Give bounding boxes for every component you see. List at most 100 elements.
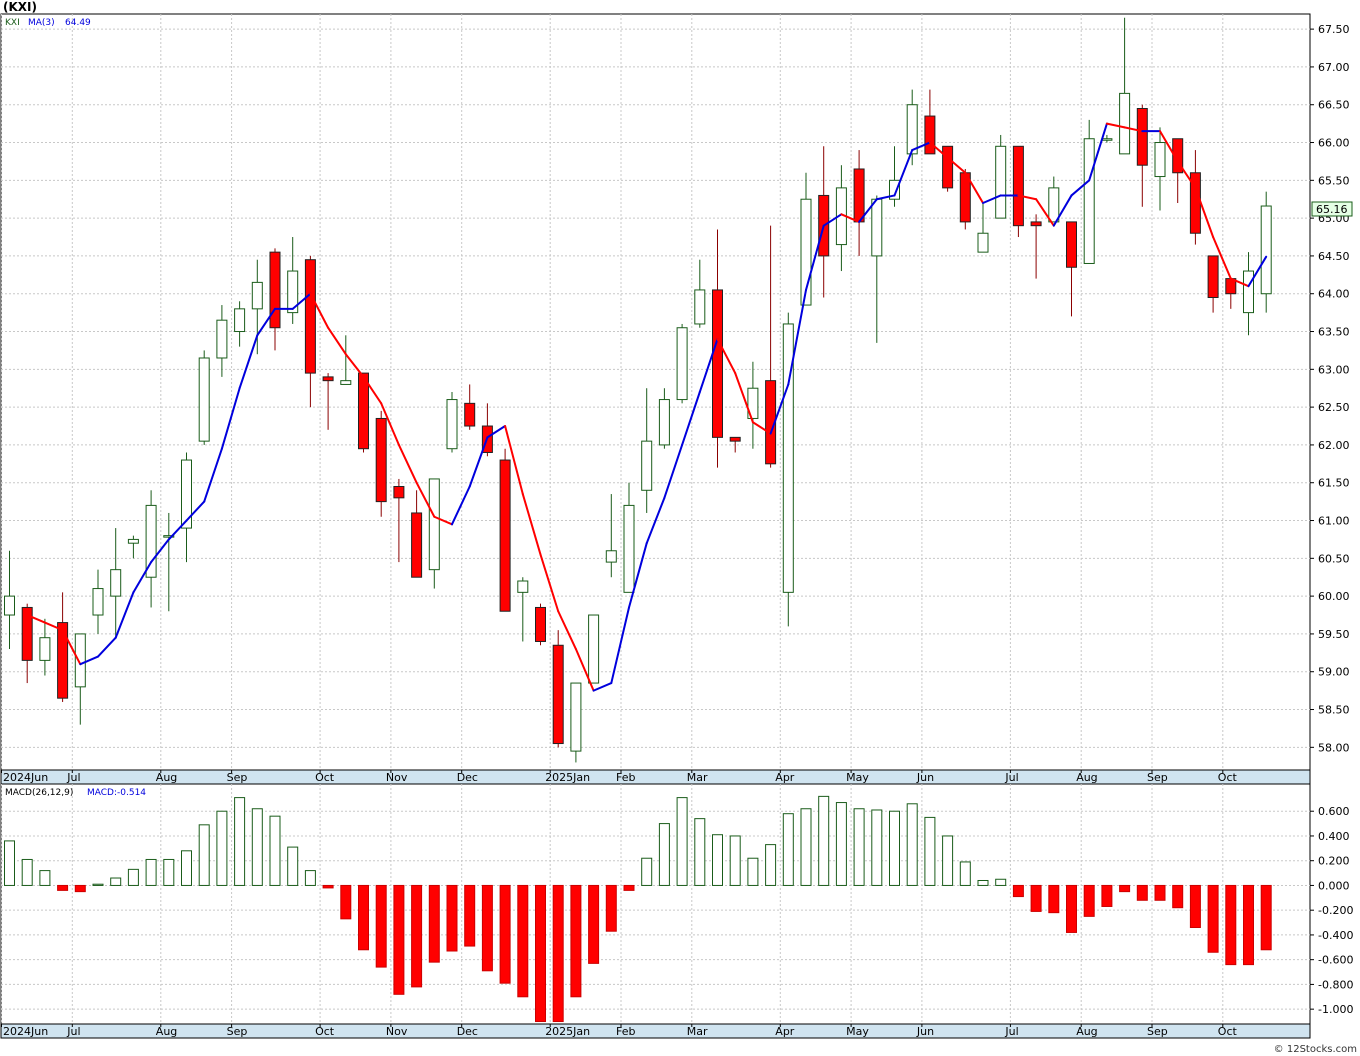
date-tick-label: 2025Jan <box>545 1025 590 1038</box>
candle-body <box>782 323 794 593</box>
candle <box>1119 17 1131 155</box>
ma-segment <box>79 655 99 666</box>
candle-body <box>1083 138 1095 264</box>
macd-bar <box>712 834 723 886</box>
ma-segment <box>238 334 259 390</box>
date-tick-label: Feb <box>616 1025 635 1038</box>
candle <box>588 614 600 684</box>
price-tick-label: 60.50 <box>1318 552 1350 565</box>
macd-bar <box>1154 884 1166 901</box>
date-tick-label: 2025Jan <box>545 771 590 784</box>
candle-body <box>74 633 86 688</box>
candle-body <box>127 538 139 544</box>
candle <box>570 682 582 763</box>
candlestick-series <box>4 17 1272 763</box>
ma-segment <box>1070 179 1091 197</box>
ma-segment <box>1194 186 1215 239</box>
candle <box>269 248 281 351</box>
macd-bar <box>1012 884 1024 898</box>
candle-body <box>1260 205 1272 295</box>
date-tick-label: May <box>846 1025 869 1038</box>
ma-segment <box>1229 277 1250 288</box>
macd-bar <box>1066 884 1077 933</box>
candle-body <box>216 319 228 359</box>
ma-segment <box>380 402 400 446</box>
last-price-marker: 65.16 <box>1311 201 1353 217</box>
candle-body <box>924 115 936 155</box>
date-tick-label: Jun <box>916 771 934 784</box>
candle <box>92 569 104 634</box>
candle <box>428 478 440 589</box>
candle-body <box>1119 92 1131 155</box>
legend-ma-label: MA(3) <box>28 18 55 28</box>
price-panel <box>0 13 1311 771</box>
macd-bar <box>924 816 936 886</box>
macd-bar <box>145 858 157 886</box>
date-tick-label: Jul <box>66 1025 80 1038</box>
date-tick-label: Oct <box>1218 1025 1238 1038</box>
candle <box>605 494 617 578</box>
macd-bar <box>871 809 883 886</box>
macd-bar <box>375 884 387 968</box>
candle-body <box>304 259 316 374</box>
candle-body <box>234 308 246 333</box>
candle <box>676 323 688 404</box>
candle <box>1030 214 1042 279</box>
candle-body <box>906 104 918 155</box>
ma-segment <box>1035 198 1055 227</box>
macd-bar <box>942 835 954 886</box>
macd-panel <box>0 783 1311 1025</box>
ma-segment <box>61 629 82 666</box>
ma-segment <box>291 292 312 310</box>
candle <box>464 384 476 430</box>
ma-segment <box>928 141 949 159</box>
candle-body <box>889 179 900 200</box>
ma-segment <box>486 425 507 439</box>
date-axis-strip-top <box>0 769 1311 785</box>
macd-bar <box>853 808 865 886</box>
candle-body <box>464 402 476 427</box>
ma-segment <box>557 610 577 651</box>
candle <box>712 229 723 468</box>
candle <box>1066 221 1077 317</box>
macd-histogram <box>4 795 1272 1023</box>
date-tick-label: Oct <box>315 771 335 784</box>
candle-body <box>1243 270 1254 314</box>
date-tick-label: Jul <box>1004 771 1018 784</box>
macd-bar <box>1243 884 1254 966</box>
macd-bar <box>552 884 564 1023</box>
macd-bar <box>198 824 210 886</box>
legend-ma-value: 64.49 <box>65 18 91 28</box>
price-tick-label: 64.00 <box>1318 288 1350 301</box>
macd-bar <box>110 877 122 886</box>
ma-segment <box>327 326 347 356</box>
candle <box>535 603 546 646</box>
ma-segment <box>97 636 117 658</box>
macd-tick-label: 0.000 <box>1318 879 1350 892</box>
macd-bar <box>287 846 299 886</box>
date-tick-label: Apr <box>775 771 795 784</box>
ma-segment <box>468 436 489 488</box>
macd-bar <box>4 840 15 886</box>
macd-bar <box>481 884 493 972</box>
macd-bar <box>641 857 653 886</box>
ma-segment <box>787 288 807 386</box>
ma-segment <box>592 682 613 692</box>
price-tick-label: 64.50 <box>1318 250 1350 263</box>
macd-tick-label: -1.000 <box>1318 1003 1353 1016</box>
candle-body <box>641 440 653 491</box>
candle-body <box>570 682 582 752</box>
macd-tick-label: -0.400 <box>1318 929 1353 942</box>
candle-body <box>995 145 1007 219</box>
price-tick-label: 63.00 <box>1318 363 1350 376</box>
candle <box>1012 145 1024 238</box>
date-tick-label: Dec <box>457 1025 478 1038</box>
candle <box>1136 104 1148 207</box>
macd-bar <box>977 879 989 886</box>
macd-bar <box>1083 884 1095 917</box>
ma-segment <box>43 621 64 632</box>
ma-segment <box>397 443 418 484</box>
candle-body <box>853 168 865 223</box>
price-tick-label: 67.50 <box>1318 23 1350 36</box>
ma-segment <box>875 194 896 201</box>
